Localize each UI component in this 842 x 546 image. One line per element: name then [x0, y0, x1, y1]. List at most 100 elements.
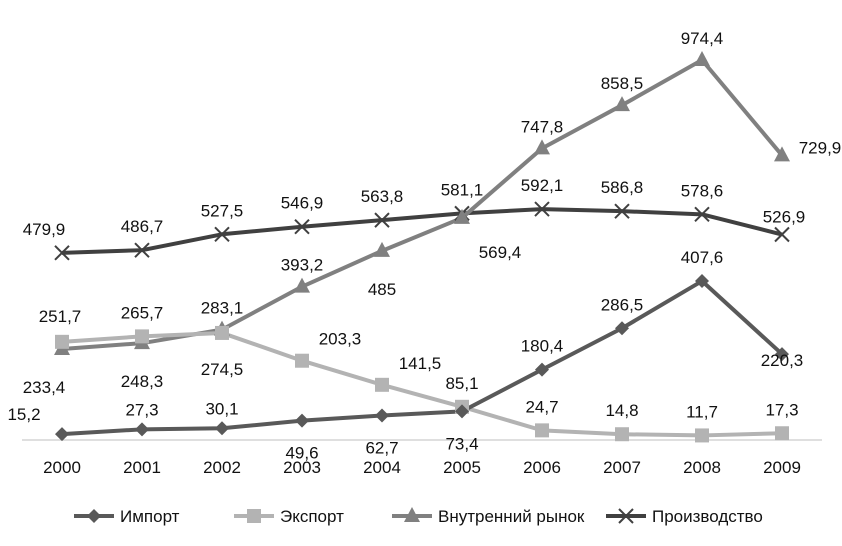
data-label: 485: [368, 280, 396, 299]
series-4-point: [534, 201, 550, 217]
series-1-point: [695, 274, 709, 289]
series-3-point: [374, 241, 390, 257]
series-line-4: [61, 207, 783, 255]
series-4-point: [614, 203, 630, 219]
x-tick-label: 2004: [363, 458, 401, 477]
series-line-3: [61, 57, 784, 351]
series-2-point: [615, 427, 629, 442]
series-markers: [54, 50, 790, 443]
series-line-2: [61, 330, 783, 438]
series-lines: [61, 57, 784, 438]
series-4-point: [214, 226, 230, 242]
data-label: 546,9: [281, 194, 324, 213]
x-tick-label: 2006: [523, 458, 561, 477]
series-2-point: [775, 426, 789, 441]
series-1-point: [615, 321, 629, 336]
series-line-1: [61, 279, 784, 437]
series-1-point: [535, 362, 549, 377]
data-label: 24,7: [525, 397, 558, 416]
data-label: 141,5: [399, 354, 442, 373]
data-label: 563,8: [361, 187, 404, 206]
legend-marker-1: [87, 509, 101, 523]
series-1-point: [455, 404, 469, 419]
data-labels: 15,2 27,3 30,1 49,6 62,7 73,4 180,4 286,5 407,6 2…: [7, 29, 841, 463]
legend-marker-2: [247, 509, 261, 523]
data-label: 15,2: [7, 405, 40, 424]
legend-marker-4: [618, 508, 634, 524]
series-2-point: [695, 428, 709, 443]
series-3-point: [454, 208, 470, 224]
data-label: 274,5: [201, 360, 244, 379]
series-1-point: [215, 421, 229, 436]
series-4-point: [134, 242, 150, 258]
x-tick-label: 2007: [603, 458, 641, 477]
data-label: 586,8: [601, 178, 644, 197]
series-4-point: [54, 245, 70, 261]
x-tick-label: 2008: [683, 458, 721, 477]
series-2-point: [215, 325, 229, 340]
data-label: 11,7: [686, 402, 718, 421]
series-4-point: [374, 212, 390, 228]
series-3-point: [694, 50, 710, 66]
legend-label: Импорт: [120, 507, 180, 526]
data-label: 14,8: [605, 401, 638, 420]
legend-label: Экспорт: [280, 507, 344, 526]
data-label: 393,2: [281, 256, 324, 275]
series-3-point: [774, 146, 790, 162]
data-label: 578,6: [681, 181, 724, 200]
series-2-point: [135, 329, 149, 344]
x-tick-label: 2003: [283, 458, 321, 477]
data-label: 286,5: [601, 295, 644, 314]
x-tick-labels: 2000 2001 2002 2003 2004 2005 2006 2007 2008 2009: [43, 458, 801, 477]
legend-marker-3: [404, 507, 420, 522]
x-tick-label: 2009: [763, 458, 801, 477]
data-label: 62,7: [365, 439, 398, 458]
series-3-point: [534, 139, 550, 155]
data-label: 265,7: [121, 303, 164, 322]
data-label: 180,4: [521, 337, 564, 356]
data-label: 17,3: [765, 400, 798, 419]
x-tick-label: 2002: [203, 458, 241, 477]
data-label: 592,1: [521, 176, 564, 195]
data-label: 30,1: [205, 399, 238, 418]
data-label: 479,9: [23, 220, 66, 239]
data-label: 85,1: [445, 374, 478, 393]
data-label: 49,6: [285, 444, 318, 463]
series-3-point: [614, 96, 630, 112]
series-2-point: [55, 334, 69, 349]
series-1-point: [775, 347, 789, 362]
x-tick-label: 2001: [123, 458, 161, 477]
series-1-point: [375, 408, 389, 423]
data-label: 526,9: [763, 208, 806, 227]
data-label: 581,1: [441, 180, 484, 199]
data-label: 858,5: [601, 74, 644, 93]
x-tick-label: 2005: [443, 458, 481, 477]
series-1-point: [55, 427, 69, 442]
legend-label: Производство: [652, 507, 763, 526]
legend: Импорт Экспорт Внутренний рынок Производств…: [74, 507, 763, 526]
data-label: 974,4: [681, 29, 724, 48]
data-label: 569,4: [479, 243, 522, 262]
series-2-point: [375, 377, 389, 392]
data-label: 407,6: [681, 248, 724, 267]
legend-label: Внутренний рынок: [438, 507, 585, 526]
series-4-point: [774, 226, 790, 243]
series-1-point: [295, 413, 309, 428]
data-label: 203,3: [319, 330, 362, 349]
data-label: 248,3: [121, 372, 164, 391]
data-label: 73,4: [445, 434, 478, 453]
data-label: 486,7: [121, 217, 164, 236]
series-2-point: [295, 353, 309, 368]
series-3-point: [294, 277, 310, 293]
data-label: 233,4: [23, 378, 66, 397]
data-label: 251,7: [39, 307, 82, 326]
data-label: 527,5: [201, 201, 244, 220]
data-label: 27,3: [125, 400, 158, 419]
data-label: 283,1: [201, 299, 244, 318]
data-label: 747,8: [521, 117, 564, 136]
series-1-point: [135, 422, 149, 437]
x-tick-label: 2000: [43, 458, 81, 477]
series-2-point: [535, 423, 549, 438]
